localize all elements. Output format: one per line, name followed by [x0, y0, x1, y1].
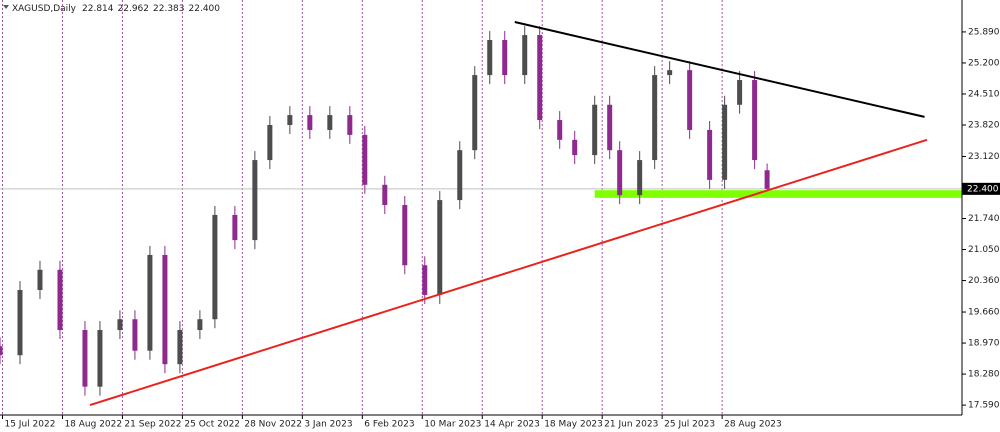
candle-body — [147, 254, 153, 351]
trendline — [89, 138, 928, 407]
candle-body — [487, 40, 493, 76]
y-tick-label: 18.970 — [968, 339, 1000, 349]
candle-body — [0, 346, 3, 356]
x-tick-label: 28 Nov 2022 — [244, 420, 302, 430]
candle-body — [737, 80, 743, 105]
y-tick-label: 25.890 — [968, 27, 1000, 37]
candle-body — [687, 70, 693, 130]
candle-body — [212, 214, 218, 320]
candle-body — [752, 80, 758, 161]
x-tick-label: 14 Apr 2023 — [484, 420, 540, 430]
candle-body — [472, 75, 478, 151]
support-zone — [594, 190, 962, 198]
y-tick-label: 20.360 — [968, 276, 1000, 286]
candle-body — [502, 40, 508, 76]
candle-body — [637, 160, 643, 196]
candle-body — [197, 319, 203, 331]
x-tick-label: 10 Mar 2023 — [424, 420, 481, 430]
candle-body — [97, 330, 103, 387]
y-tick-label: 17.590 — [968, 401, 1000, 411]
candle-body — [522, 35, 528, 76]
x-tick-label: 18 Aug 2022 — [64, 420, 122, 430]
symbol: XAGUSD,Daily — [12, 4, 77, 14]
candle-body — [57, 269, 63, 331]
candle-body — [117, 319, 123, 331]
close-value: 22.400 — [189, 4, 221, 14]
candle-body — [617, 150, 623, 196]
candle-body — [177, 330, 183, 365]
candle-body — [382, 184, 388, 206]
candle-body — [707, 129, 713, 180]
y-tick-label: 19.660 — [968, 308, 1000, 318]
x-tick-label: 15 Jul 2022 — [4, 420, 55, 430]
candle-body — [537, 35, 543, 121]
candle-body — [307, 115, 313, 130]
candle-body — [402, 205, 408, 266]
candle-body — [17, 290, 23, 356]
low-value: 22.383 — [153, 4, 185, 14]
candle-body — [722, 104, 728, 180]
candle-body — [572, 139, 578, 156]
x-tick-label: 6 Feb 2023 — [364, 420, 414, 430]
candle-body — [557, 120, 563, 140]
open-value: 22.814 — [82, 4, 114, 14]
candle-body — [37, 269, 43, 291]
candle-body — [437, 200, 443, 295]
candle-body — [652, 75, 658, 161]
menu-arrow — [3, 5, 9, 9]
y-tick-label: 25.200 — [968, 58, 1000, 68]
candle-body — [162, 254, 168, 365]
candle-body — [422, 265, 428, 295]
x-tick-label: 21 Sep 2022 — [124, 420, 181, 430]
price-label-box — [962, 182, 1000, 195]
candle-body — [327, 115, 333, 130]
candle-body — [82, 330, 88, 387]
candle-body — [667, 70, 673, 76]
chart-header: XAGUSD,Daily 22.814 22.962 22.383 22.400 — [12, 4, 220, 14]
x-tick-label: 25 Jul 2023 — [664, 420, 715, 430]
high-value: 22.962 — [118, 4, 150, 14]
candle-body — [287, 115, 293, 125]
plot — [0, 0, 962, 415]
y-tick-label: 23.120 — [968, 152, 1000, 162]
candle-body — [132, 319, 138, 351]
candle-body — [267, 124, 273, 161]
x-tick-label: 18 May 2023 — [544, 420, 603, 430]
y-tick-label: 21.050 — [968, 245, 1000, 255]
candle-body — [592, 104, 598, 156]
y-tick-label: 24.510 — [968, 89, 1000, 99]
y-tick-label: 21.740 — [968, 214, 1000, 224]
y-tick-label: 18.280 — [968, 370, 1000, 380]
y-tick-label: 23.820 — [968, 120, 1000, 130]
candle-body — [457, 150, 463, 201]
candle-body — [607, 104, 613, 151]
x-tick-label: 25 Oct 2022 — [184, 420, 240, 430]
candle-body — [362, 134, 368, 185]
candle-body — [347, 115, 353, 135]
trendline — [514, 21, 925, 118]
candle-body — [252, 160, 258, 241]
price-label: 22.400 — [967, 184, 999, 194]
x-tick-label: 28 Aug 2023 — [724, 420, 782, 430]
candle-body — [232, 214, 238, 241]
x-tick-label: 3 Jan 2023 — [304, 420, 352, 430]
x-tick-label: 21 Jun 2023 — [604, 420, 658, 430]
candle-body — [764, 170, 770, 189]
